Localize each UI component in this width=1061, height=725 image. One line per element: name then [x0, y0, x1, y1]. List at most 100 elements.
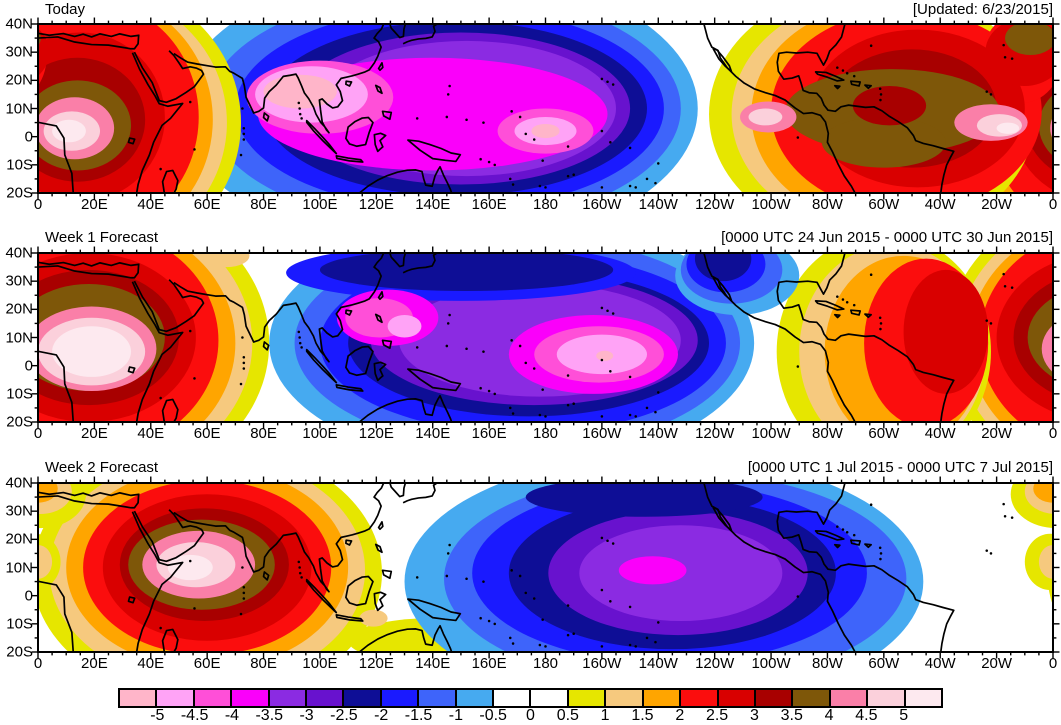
y-tick-label: 0: [24, 357, 33, 375]
x-tick-label: 80E: [250, 655, 277, 672]
x-tick-label: 100W: [751, 425, 791, 442]
colorbar-labels: -5 -4.5 -4 -3.5 -3 -2.5 -2 -1.5 -1 -0.5 0 0.5 1 1.5 2 2…: [120, 707, 941, 725]
x-tick-label: 120E: [358, 425, 394, 442]
y-tick-label: 30N: [5, 43, 33, 61]
x-tick-label: 60W: [868, 425, 900, 442]
y-tick-label: 10S: [6, 156, 33, 174]
y-tick-label: 20S: [6, 184, 33, 202]
x-tick-label: 120E: [358, 196, 394, 213]
x-tick-label: 60E: [193, 425, 221, 442]
colorbar-tick-label: -1.5: [404, 707, 433, 724]
y-tick-label: 30N: [5, 272, 33, 290]
colorbar-tick-label: 2.5: [705, 707, 729, 724]
x-tick-label: 40E: [137, 655, 165, 672]
x-tick-label: 140W: [638, 425, 678, 442]
y-tick-label: 10S: [6, 615, 33, 633]
colorbar-cell: [793, 690, 831, 706]
x-axis-labels: 0 20E 40E 60E 80E 100E 120E 140E 160E 180 160W 140W…: [34, 655, 1057, 673]
colorbar-cell: [606, 690, 644, 706]
panel-header-week1: Week 1 Forecast [0000 UTC 24 Jun 2015 - …: [38, 229, 1053, 249]
colorbar-tick-label: -4: [224, 707, 240, 724]
colorbar: [118, 688, 943, 708]
x-tick-label: 40E: [137, 425, 165, 442]
y-tick-label: 20N: [5, 300, 33, 318]
colorbar-cell: [120, 690, 158, 706]
colorbar-tick-label: 0: [526, 707, 535, 724]
x-tick-label: 160W: [582, 196, 622, 213]
x-tick-label: 100W: [751, 655, 791, 672]
x-tick-label: 40W: [924, 425, 956, 442]
x-tick-label: 60E: [193, 196, 221, 213]
colorbar-cell: [419, 690, 457, 706]
colorbar-tick-label: -2.5: [330, 707, 358, 724]
x-tick-label: 140E: [415, 196, 451, 213]
colorbar-cell: [494, 690, 532, 706]
x-tick-label: 20E: [81, 425, 108, 442]
map-plot-week2: [38, 483, 1053, 652]
x-tick-label: 0: [1048, 655, 1058, 672]
colorbar-cell: [344, 690, 382, 706]
colorbar-cell: [643, 690, 682, 706]
colorbar-tick-label: 1.5: [631, 707, 654, 724]
colorbar-cell: [157, 690, 195, 706]
y-axis-labels: 40N 30N 20N 10N 0 10S 20S: [0, 245, 33, 431]
x-tick-label: 0: [1048, 196, 1058, 213]
x-tick-label: 20E: [81, 196, 108, 213]
x-tick-label: 0: [33, 196, 43, 213]
x-tick-label: 120W: [695, 425, 735, 442]
panel-title: Today: [45, 1, 86, 18]
panel-stamp: [0000 UTC 1 Jul 2015 - 0000 UTC 7 Jul 20…: [747, 459, 1053, 476]
x-tick-label: 60W: [868, 655, 900, 672]
x-tick-label: 20W: [981, 425, 1013, 442]
y-tick-label: 20S: [6, 643, 33, 661]
x-tick-label: 160E: [471, 196, 507, 213]
x-tick-label: 80E: [250, 196, 277, 213]
x-tick-label: 80W: [812, 196, 843, 213]
y-tick-label: 10S: [6, 385, 33, 403]
colorbar-tick-label: 3: [749, 707, 759, 724]
x-axis-labels: 0 20E 40E 60E 80E 100E 120E 140E 160E 180 160W 140W…: [34, 425, 1057, 443]
x-tick-label: 160E: [471, 655, 507, 672]
colorbar-tick-label: 2: [675, 707, 685, 724]
y-tick-label: 40N: [5, 474, 33, 492]
x-tick-label: 100W: [751, 196, 791, 213]
colorbar-cell: [456, 690, 495, 706]
colorbar-tick-label: -0.5: [479, 707, 507, 724]
x-tick-label: 140E: [415, 655, 451, 672]
colorbar-tick-label: 5: [899, 707, 909, 724]
map-plot-today: [38, 24, 1053, 193]
x-tick-label: 60E: [193, 655, 221, 672]
x-tick-label: 100E: [302, 196, 338, 213]
x-tick-label: 80W: [812, 425, 843, 442]
y-axis-labels: 40N 30N 20N 10N 0 10S 20S: [0, 475, 33, 661]
x-tick-label: 40W: [924, 196, 956, 213]
y-tick-label: 0: [24, 128, 33, 146]
x-tick-label: 60W: [868, 196, 900, 213]
contour-map-svg: [38, 24, 1053, 193]
x-tick-label: 160E: [471, 425, 507, 442]
x-tick-label: 160W: [582, 655, 622, 672]
x-tick-label: 180: [532, 655, 559, 672]
colorbar-tick-label: 3.5: [780, 707, 803, 724]
x-tick-label: 140W: [638, 655, 678, 672]
colorbar-cell: [568, 690, 607, 706]
colorbar-tick-label: -3.5: [255, 707, 284, 724]
colorbar-cell: [718, 690, 756, 706]
colorbar-cell: [232, 690, 270, 706]
colorbar-tick-label: 4: [824, 707, 834, 724]
colorbar-tick-label: -5: [150, 707, 165, 724]
x-tick-label: 0: [1048, 425, 1058, 442]
colorbar-cell: [381, 690, 420, 706]
colorbar-cell: [755, 690, 794, 706]
y-tick-label: 40N: [5, 15, 33, 33]
colorbar-cell: [830, 690, 869, 706]
panel-title: Week 1 Forecast: [45, 229, 159, 246]
x-tick-label: 40E: [137, 196, 165, 213]
colorbar-cell: [868, 690, 906, 706]
y-tick-label: 20N: [5, 71, 33, 89]
x-tick-label: 20E: [81, 655, 108, 672]
x-tick-label: 180: [532, 196, 559, 213]
y-tick-label: 20S: [6, 413, 33, 431]
colorbar-cell: [531, 690, 569, 706]
